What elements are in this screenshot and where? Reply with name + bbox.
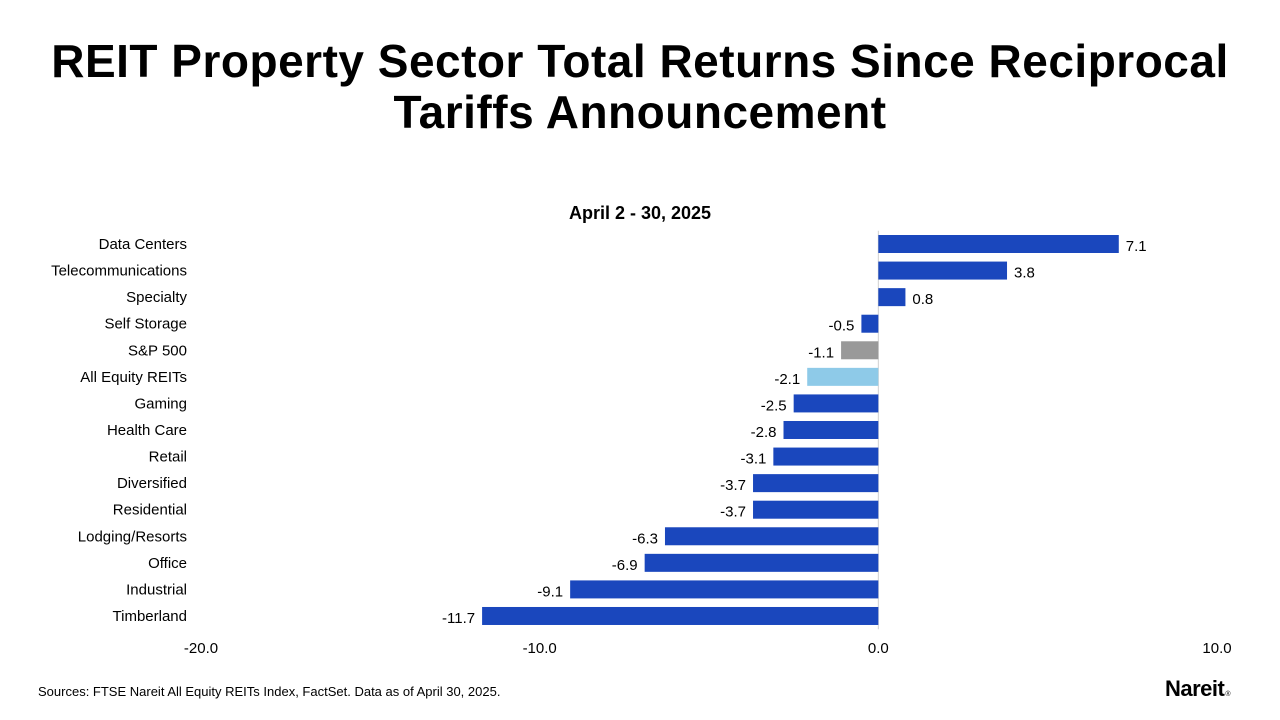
x-tick-label: 0.0: [868, 640, 889, 657]
bar-diversified: [753, 474, 879, 493]
x-tick-label: -20.0: [184, 640, 218, 657]
value-label-office: -6.9: [612, 557, 638, 574]
bar-gaming: [793, 394, 879, 413]
bar-specialty: [878, 288, 906, 307]
bar-self-storage: [861, 314, 879, 333]
bar-all-equity-reits: [807, 367, 879, 386]
x-tick-label: -10.0: [523, 640, 557, 657]
category-label-industrial: Industrial: [126, 581, 187, 598]
category-label-sandp-500: S&P 500: [128, 342, 187, 359]
category-label-office: Office: [148, 555, 187, 572]
value-label-all-equity-reits: -2.1: [774, 371, 800, 388]
value-label-timberland: -11.7: [442, 610, 475, 627]
bar-residential: [753, 500, 879, 519]
bar-sandp-500: [841, 341, 879, 360]
category-label-diversified: Diversified: [117, 475, 187, 492]
value-label-specialty: 0.8: [912, 291, 933, 308]
source-note: Sources: FTSE Nareit All Equity REITs In…: [38, 684, 501, 699]
bar-data-centers: [878, 235, 1119, 253]
category-label-all-equity-reits: All Equity REITs: [80, 369, 187, 386]
chart-title: April 2 - 30, 2025: [568, 203, 712, 223]
category-label-specialty: Specialty: [126, 289, 187, 306]
bar-telecommunications: [878, 261, 1008, 280]
page-title: REIT Property Sector Total Returns Since…: [51, 35, 1229, 138]
value-label-self-storage: -0.5: [829, 318, 855, 335]
bar-lodging-resorts: [664, 527, 879, 546]
value-label-telecommunications: 3.8: [1014, 265, 1035, 282]
value-label-gaming: -2.5: [761, 397, 787, 414]
bar-timberland: [482, 606, 879, 625]
value-label-retail: -3.1: [740, 451, 766, 468]
category-label-residential: Residential: [113, 502, 187, 519]
bar-office: [644, 553, 879, 572]
category-label-gaming: Gaming: [134, 395, 187, 412]
value-label-health-care: -2.8: [751, 424, 777, 441]
category-label-data-centers: Data Centers: [99, 236, 187, 253]
logo-text: Nareit: [1165, 676, 1225, 701]
x-tick-label: 10.0: [1202, 640, 1231, 657]
value-label-lodging-resorts: -6.3: [632, 530, 658, 547]
bar-industrial: [570, 580, 879, 599]
value-label-data-centers: 7.1: [1126, 238, 1147, 255]
value-label-sandp-500: -1.1: [808, 344, 834, 361]
category-label-telecommunications: Telecommunications: [51, 263, 187, 280]
value-label-diversified: -3.7: [720, 477, 746, 494]
value-label-industrial: -9.1: [537, 583, 563, 600]
nareit-logo: Nareit®: [1165, 676, 1230, 702]
category-label-self-storage: Self Storage: [104, 316, 187, 333]
category-label-timberland: Timberland: [113, 608, 187, 625]
value-label-residential: -3.7: [720, 504, 746, 521]
bar-retail: [773, 447, 879, 466]
category-label-retail: Retail: [149, 449, 187, 466]
category-label-lodging-resorts: Lodging/Resorts: [78, 528, 187, 545]
registered-mark: ®: [1225, 691, 1231, 698]
category-label-health-care: Health Care: [107, 422, 187, 439]
bar-health-care: [783, 420, 879, 439]
